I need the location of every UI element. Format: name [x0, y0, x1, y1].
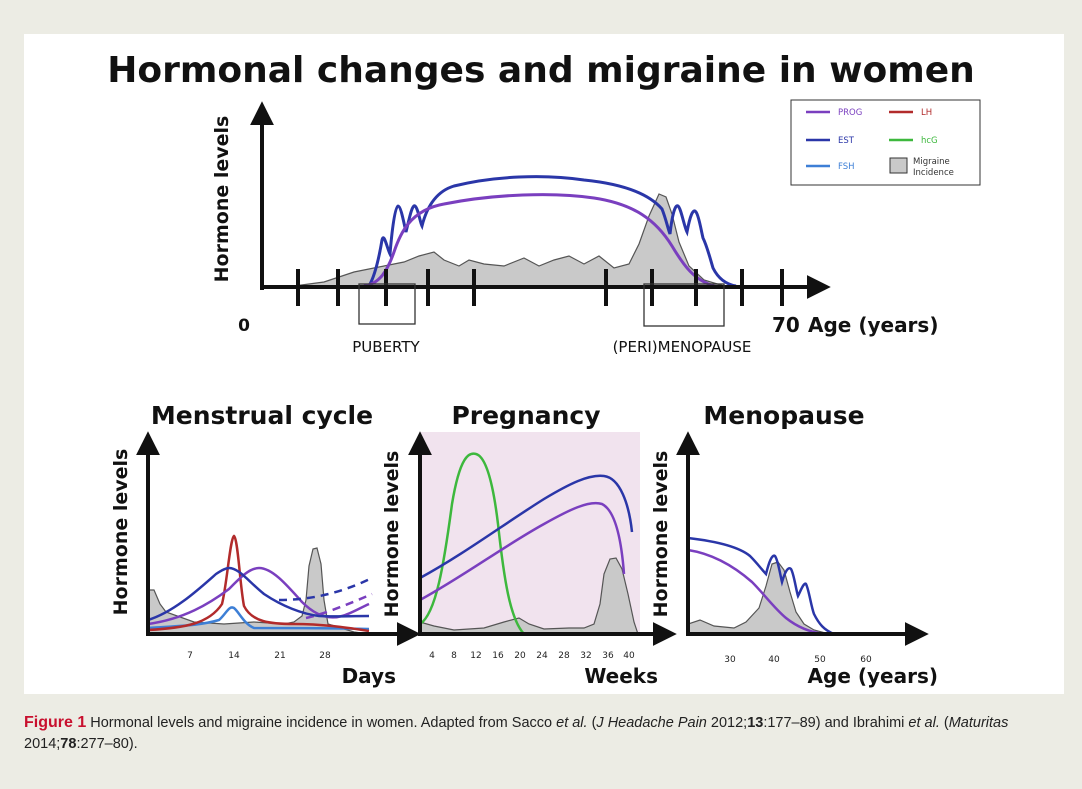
puberty-box [358, 283, 416, 325]
menstrual-x-label: Days [342, 664, 396, 688]
puberty-label: PUBERTY [352, 338, 420, 356]
caption-journal-2: Maturitas [948, 715, 1009, 731]
menstrual-tick-1: 14 [228, 651, 240, 661]
legend-lh: LH [921, 108, 932, 118]
menopause-title: Menopause [703, 401, 864, 430]
top-chart: Hormone levels 0 70 Age (years) PUBERTY … [211, 101, 938, 356]
legend: PROG LH EST hcG FSH Migraine Incidence [790, 99, 981, 186]
legend-migraine-2: Incidence [913, 168, 954, 178]
pregnancy-tick-9: 40 [623, 651, 635, 661]
caption-text-6: 2014; [24, 736, 61, 752]
top-est-line [367, 175, 737, 288]
menstrual-est-line [147, 566, 370, 622]
top-migraine-area [293, 193, 785, 288]
figure-title: Hormonal changes and migraine in women [107, 50, 975, 91]
menstrual-est-dashed [278, 576, 373, 602]
figure-panel: Hormonal changes and migraine in women [24, 34, 1064, 694]
caption-text-4: :177–89) and Ibrahimi [763, 715, 909, 731]
pregnancy-chart: Pregnancy 4 8 12 16 20 24 28 32 36 40 Ho… [381, 401, 677, 688]
menstrual-title: Menstrual cycle [151, 401, 373, 430]
menopause-tick-3: 60 [860, 655, 872, 665]
top-x-start: 0 [238, 316, 250, 336]
pregnancy-tick-5: 24 [536, 651, 548, 661]
caption-etal-1: et al. [556, 715, 588, 731]
figure-caption: Figure 1 Hormonal levels and migraine in… [24, 712, 1064, 755]
menopause-chart: Menopause 30 40 50 60 Hormone levels Age… [650, 401, 938, 688]
menstrual-lh-line [147, 534, 370, 633]
caption-label: Figure 1 [24, 714, 87, 731]
top-y-label: Hormone levels [211, 116, 233, 283]
figure-svg: Hormonal changes and migraine in women [107, 50, 981, 688]
caption-etal-2: et al. [908, 715, 940, 731]
caption-volume-1: 13 [747, 715, 764, 731]
pregnancy-tick-0: 4 [429, 651, 435, 661]
pregnancy-tick-6: 28 [558, 651, 570, 661]
menstrual-y-label: Hormone levels [110, 449, 132, 616]
caption-text-3: 2012; [706, 715, 748, 731]
menopause-tick-1: 40 [768, 655, 780, 665]
caption-volume-2: 78 [60, 736, 77, 752]
caption-text-1: Hormonal levels and migraine incidence i… [86, 715, 557, 731]
menstrual-tick-3: 28 [319, 651, 331, 661]
pregnancy-y-label: Hormone levels [381, 451, 403, 618]
pregnancy-tick-1: 8 [451, 651, 457, 661]
caption-text-7: :277–80). [76, 736, 138, 752]
top-x-end: 70 [772, 313, 800, 337]
legend-prog: PROG [838, 108, 862, 118]
menopause-prog-line [687, 548, 825, 636]
menopause-box [643, 283, 725, 327]
pregnancy-tick-4: 20 [514, 651, 526, 661]
caption-journal-1: J Headache Pain [596, 715, 707, 731]
top-ticks [296, 269, 784, 306]
pregnancy-title: Pregnancy [451, 401, 600, 430]
top-prog-line [363, 193, 715, 288]
menopause-tick-0: 30 [724, 655, 736, 665]
menopause-x-label: Age (years) [808, 664, 938, 688]
pregnancy-est-line [419, 474, 634, 580]
menopause-est-line [687, 536, 835, 636]
menopause-y-label: Hormone levels [650, 451, 672, 618]
menstrual-fsh-line [147, 606, 370, 631]
top-x-label: Age (years) [808, 313, 938, 337]
pregnancy-x-label: Weeks [584, 664, 658, 688]
legend-est: EST [838, 136, 855, 146]
menopause-tick-2: 50 [814, 655, 826, 665]
pregnancy-tick-3: 16 [492, 651, 504, 661]
menstrual-prog-dashed [305, 592, 373, 620]
pregnancy-migraine-area [419, 557, 639, 635]
legend-fsh: FSH [838, 162, 855, 172]
pregnancy-tick-2: 12 [470, 651, 481, 661]
menstrual-tick-2: 21 [274, 651, 285, 661]
caption-text-2: ( [587, 715, 597, 731]
legend-migraine-1: Migraine [913, 157, 950, 167]
legend-box [790, 99, 981, 186]
menstrual-chart: Menstrual cycle 7 14 21 28 Hormone level… [110, 401, 421, 688]
menopause-label: (PERI)MENOPAUSE [613, 338, 752, 356]
pregnancy-tick-7: 32 [580, 651, 591, 661]
legend-migraine-swatch [889, 157, 908, 174]
caption-text-5: ( [939, 715, 949, 731]
pregnancy-tick-8: 36 [602, 651, 614, 661]
menstrual-tick-0: 7 [187, 651, 193, 661]
menopause-migraine-area [687, 561, 830, 635]
legend-hcg: hcG [921, 136, 938, 146]
pregnancy-prog-line [419, 501, 626, 602]
